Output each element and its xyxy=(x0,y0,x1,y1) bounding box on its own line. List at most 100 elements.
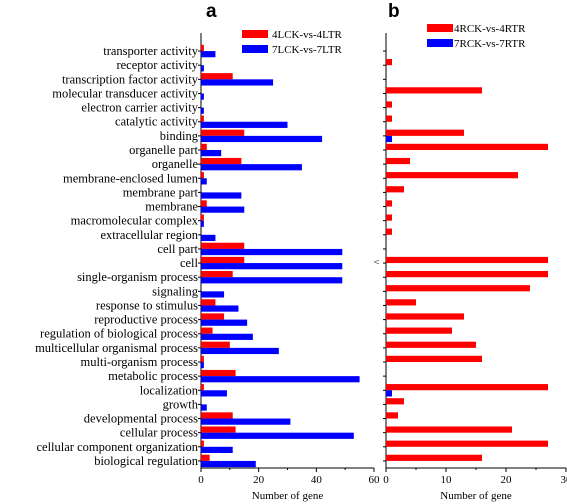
bar-series-1 xyxy=(386,228,392,235)
bar-series-1 xyxy=(201,412,233,419)
panel-label: b xyxy=(388,1,400,22)
category-label: response to stimulus xyxy=(96,298,198,312)
bar-series-1 xyxy=(386,157,410,165)
panel-a: a 0 20 40 60 Number of gene transporter activi… xyxy=(35,1,380,502)
bar-series-1 xyxy=(201,454,210,461)
bar-series-2 xyxy=(201,347,279,355)
bar-series-2 xyxy=(201,135,323,143)
category-label: cellular component organization xyxy=(36,440,198,454)
bar-series-2 xyxy=(201,460,256,468)
bar-series-1 xyxy=(201,129,245,136)
x-tick-label: 60 xyxy=(369,474,381,486)
x-tick-label: 30 xyxy=(561,474,567,486)
category-label: metabolic process xyxy=(108,369,198,383)
category-label: receptor activity xyxy=(116,58,198,72)
category-label: membrane xyxy=(145,200,198,214)
bar-series-2 xyxy=(201,178,207,185)
bar-series-2 xyxy=(201,277,343,284)
category-label: single-organism process xyxy=(77,270,198,284)
category-label: molecular transducer activity xyxy=(52,86,199,100)
category-label: reproductive process xyxy=(94,313,198,327)
bar-series-1 xyxy=(386,398,404,405)
category-label: growth xyxy=(163,397,199,411)
category-label: membrane-enclosed lumen xyxy=(63,171,199,185)
category-label: binding xyxy=(160,129,199,143)
x-tick-label: 20 xyxy=(253,474,265,486)
category-label: localization xyxy=(140,383,199,397)
bar-series-2 xyxy=(201,418,291,425)
bar-series-1 xyxy=(201,327,213,334)
category-label: transporter activity xyxy=(103,44,199,58)
bar-series-1 xyxy=(386,426,512,433)
bar-series-1 xyxy=(201,143,207,150)
bar-series-2 xyxy=(201,192,242,199)
bar-series-1 xyxy=(201,73,233,80)
category-label: cell xyxy=(180,256,199,270)
bar-series-1 xyxy=(386,172,518,179)
category-label: multicellular organismal process xyxy=(35,341,198,355)
x-tick-label: 20 xyxy=(501,474,513,486)
bar-series-1 xyxy=(201,369,236,377)
bar-series-1 xyxy=(201,299,216,306)
bar-series-1 xyxy=(201,384,204,391)
bar-series-1 xyxy=(386,440,548,447)
category-label: catalytic activity xyxy=(115,115,199,129)
bar-series-2 xyxy=(201,107,204,114)
x-tick-label: 40 xyxy=(311,474,323,486)
category-label: signaling xyxy=(152,284,199,298)
bar-series-2 xyxy=(201,121,288,128)
legend-swatch xyxy=(427,24,453,32)
legend-swatch xyxy=(427,39,453,47)
x-tick-label: 0 xyxy=(383,474,389,486)
category-label: cellular process xyxy=(120,426,198,440)
bar-series-1 xyxy=(201,157,242,165)
bar-series-1 xyxy=(386,327,452,334)
category-label: regulation of biological process xyxy=(40,327,198,341)
category-label: organelle xyxy=(152,157,199,171)
bar-series-2 xyxy=(201,291,225,298)
category-label: electron carrier activity xyxy=(81,101,198,115)
bar-series-1 xyxy=(386,129,464,136)
category-label: cell part xyxy=(157,242,198,256)
x-tick-label: 10 xyxy=(441,474,453,486)
x-tick-label: 0 xyxy=(198,474,204,486)
bar-series-2 xyxy=(201,51,216,58)
bar-series-1 xyxy=(201,256,245,264)
stray-mark: ^ xyxy=(373,259,384,264)
bar-series-1 xyxy=(386,285,530,292)
bar-series-2 xyxy=(201,93,204,100)
bar-series-2 xyxy=(201,248,343,256)
category-label: membrane part xyxy=(123,185,199,199)
bar-series-2 xyxy=(201,446,233,453)
bar-series-1 xyxy=(201,214,204,221)
bar-series-1 xyxy=(386,214,392,221)
category-label: multi-organism process xyxy=(81,355,199,369)
bar-series-1 xyxy=(201,426,236,433)
bar-series-2 xyxy=(201,65,204,72)
bar-series-1 xyxy=(386,412,398,419)
bar-series-1 xyxy=(386,341,476,348)
x-axis-label: Number of gene xyxy=(440,490,512,502)
bar-series-1 xyxy=(386,115,392,122)
category-label: extracellular region xyxy=(100,228,198,242)
bar-series-2 xyxy=(201,164,302,171)
legend-label: 4LCK-vs-4LTR xyxy=(272,29,343,41)
bar-series-1 xyxy=(201,242,245,249)
bar-series-1 xyxy=(386,256,548,264)
bar-series-2 xyxy=(386,390,392,397)
legend-label: 7LCK-vs-7LTR xyxy=(272,44,343,56)
bar-series-1 xyxy=(386,87,482,94)
bar-series-1 xyxy=(201,44,204,52)
bar-series-2 xyxy=(201,376,360,383)
bar-series-1 xyxy=(201,440,204,447)
bar-series-1 xyxy=(201,271,233,278)
legend-label: 7RCK-vs-7RTR xyxy=(454,38,526,50)
bar-series-1 xyxy=(201,341,230,348)
bar-series-2 xyxy=(201,206,245,213)
bar-series-2 xyxy=(201,404,207,411)
bar-series-2 xyxy=(201,432,354,439)
legend-label: 4RCK-vs-4RTR xyxy=(454,23,526,35)
bar-series-1 xyxy=(386,101,392,108)
bar-series-2 xyxy=(201,263,343,270)
